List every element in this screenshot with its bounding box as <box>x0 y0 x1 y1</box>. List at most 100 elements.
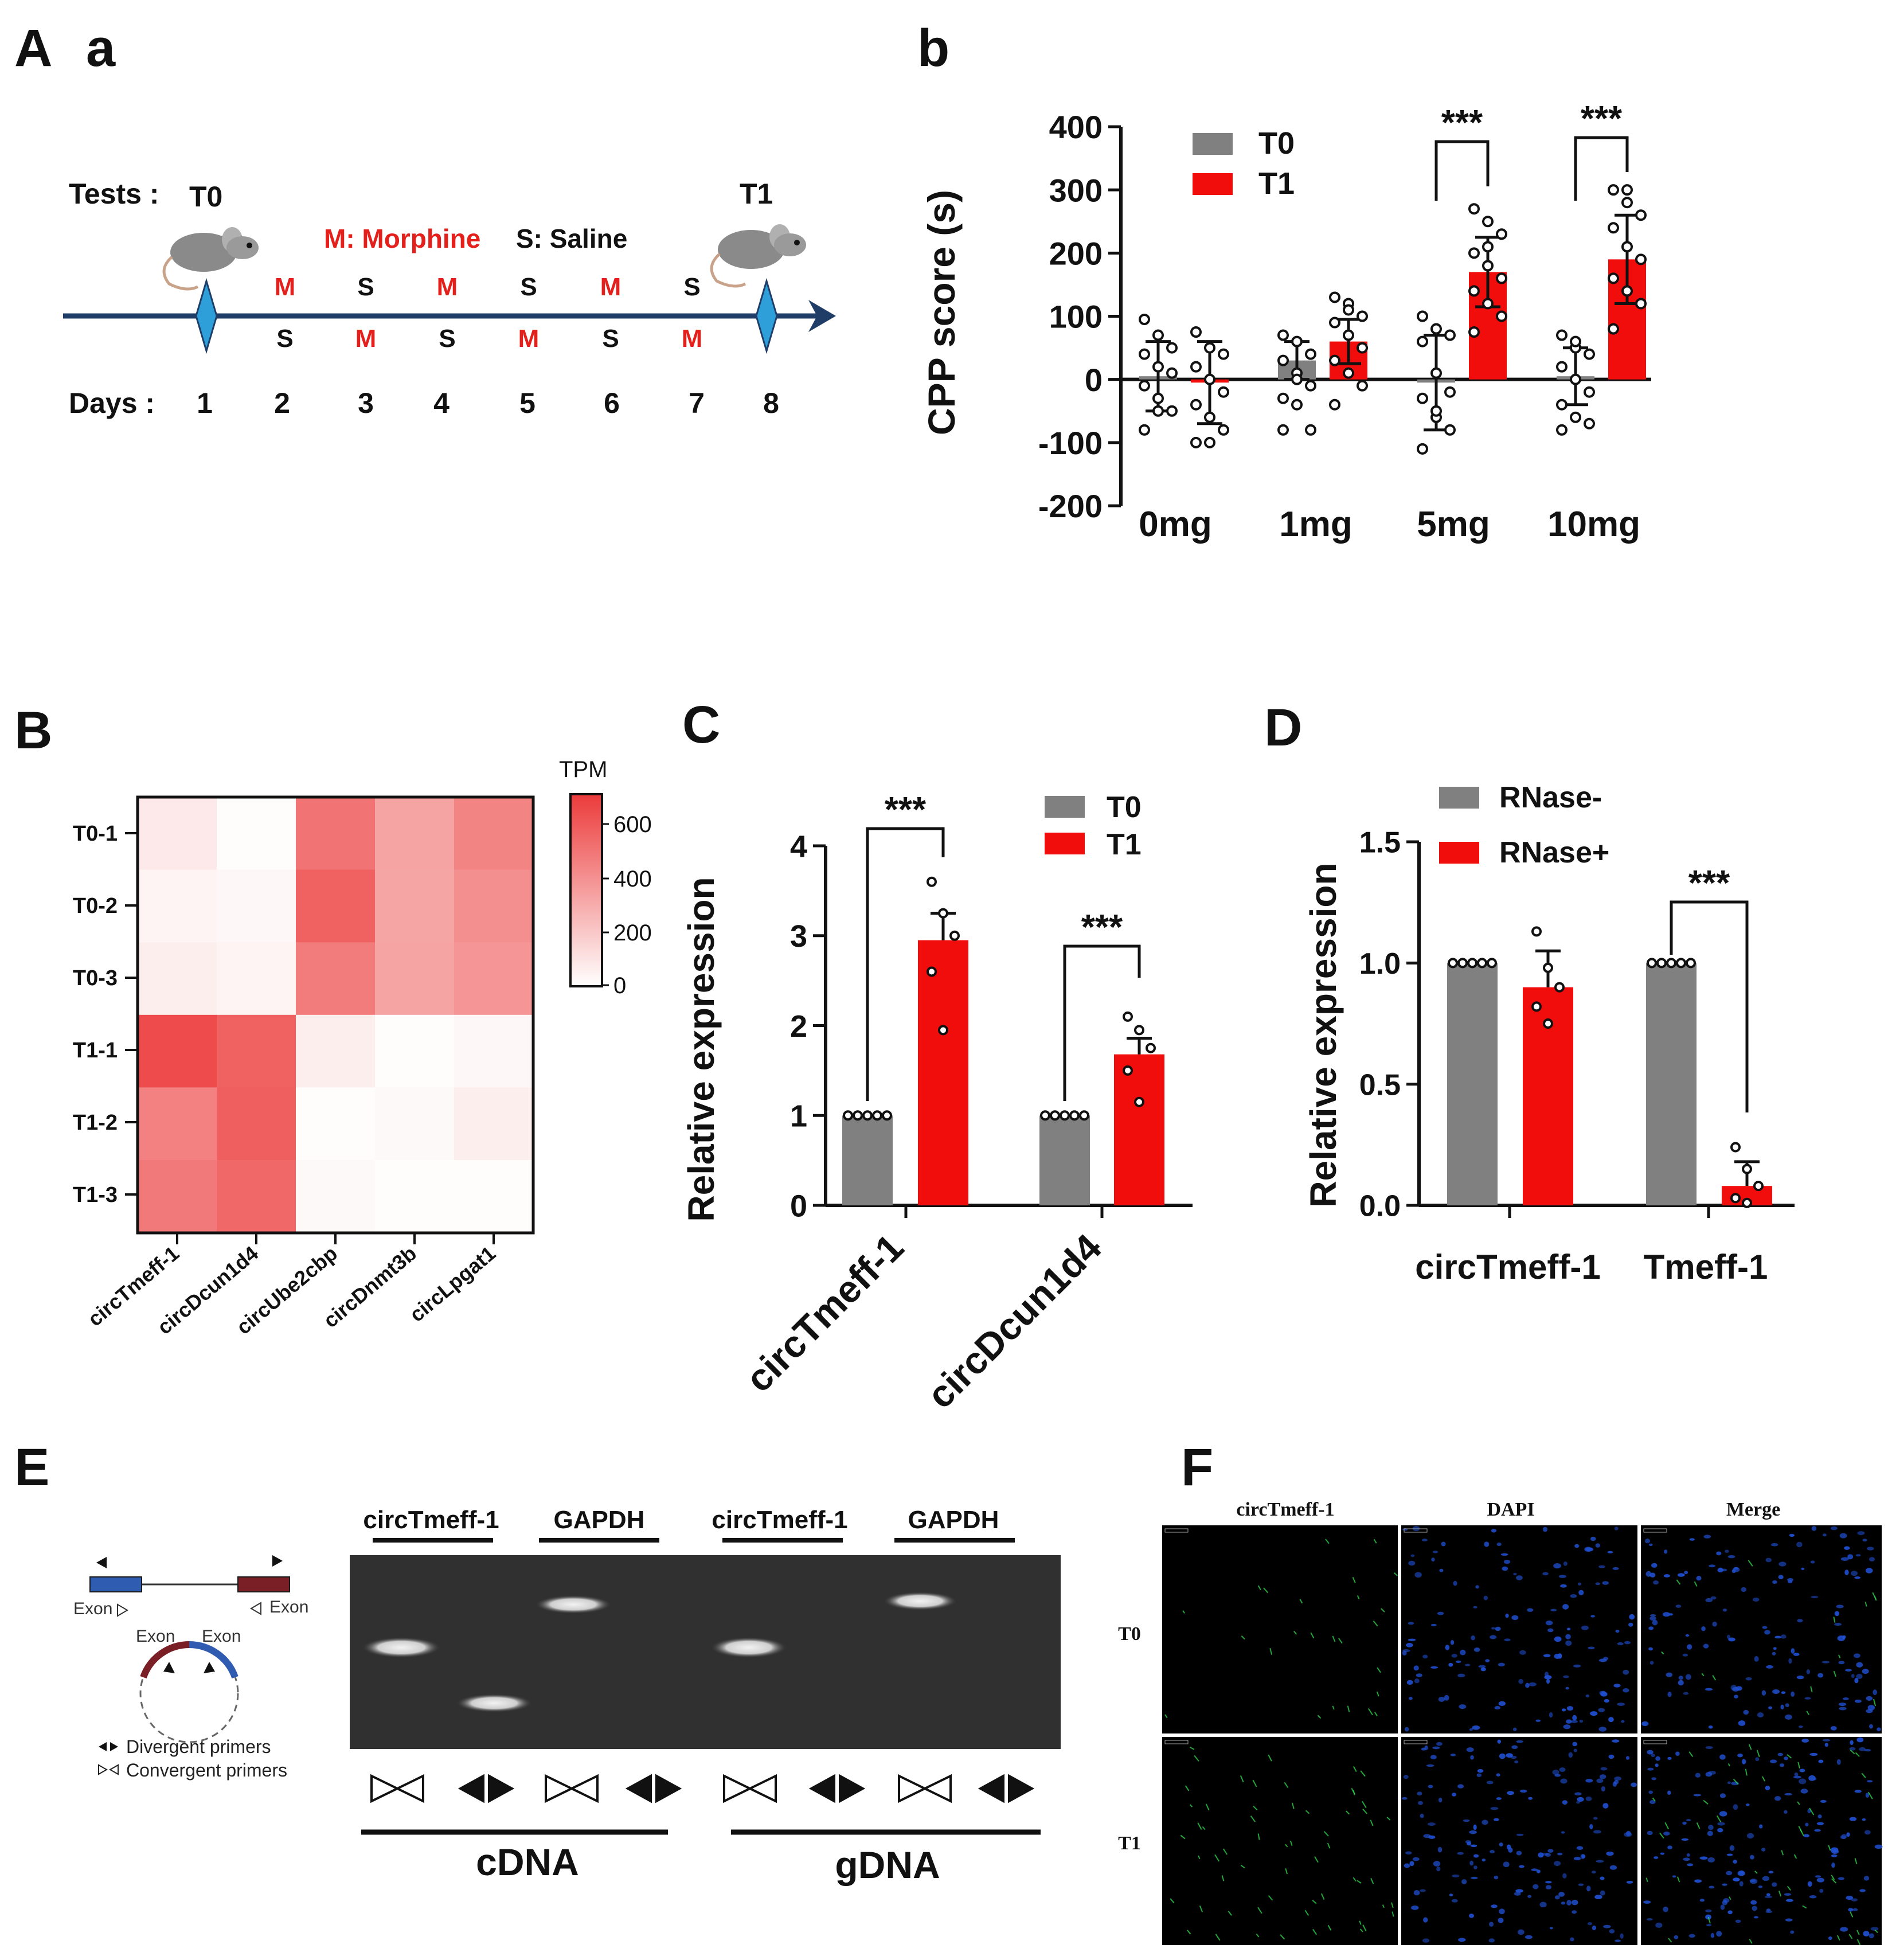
signal-dot <box>1325 1539 1330 1544</box>
nucleus-dot <box>1793 1775 1801 1779</box>
scale-title: TPM <box>559 757 607 782</box>
data-point <box>1444 386 1456 398</box>
signal-dot <box>1781 1850 1784 1856</box>
heatmap-cell <box>296 1014 376 1088</box>
data-point <box>1190 399 1202 411</box>
nucleus-dot <box>1753 1916 1758 1919</box>
signal-dot <box>1701 1673 1705 1677</box>
data-point <box>1584 386 1595 398</box>
nucleus-dot <box>1404 1863 1410 1868</box>
nucleus-dot <box>1422 1938 1430 1943</box>
data-point <box>1305 424 1316 436</box>
legend-swatch-rnase-plus <box>1439 842 1479 864</box>
nucleus-dot <box>1456 1660 1461 1664</box>
heatmap-cell <box>217 869 296 943</box>
nucleus-dot <box>1542 1526 1548 1532</box>
nucleus-dot <box>1822 1739 1831 1742</box>
signal-dot <box>1391 1902 1394 1908</box>
nucleus-dot <box>1685 1634 1690 1637</box>
nucleus-dot <box>1754 1656 1759 1662</box>
nucleus-dot <box>1402 1649 1410 1653</box>
nucleus-dot <box>1750 1854 1754 1860</box>
signal-dot <box>1252 1779 1257 1787</box>
nucleus-dot <box>1573 1856 1581 1861</box>
nucleus-dot <box>1687 1863 1694 1867</box>
data-point <box>1357 310 1368 322</box>
nucleus-dot <box>1422 1654 1428 1659</box>
data-point <box>853 1110 863 1121</box>
signal-dot <box>1838 1654 1841 1658</box>
signal-dot <box>1727 1763 1730 1767</box>
day-number: 8 <box>763 387 779 419</box>
nucleus-dot <box>1577 1797 1584 1802</box>
nucleus-dot <box>1737 1753 1743 1758</box>
data-point <box>1608 222 1619 234</box>
nucleus-dot <box>1614 1777 1621 1781</box>
nucleus-dot <box>1590 1536 1596 1541</box>
heatmap-cell <box>375 942 455 1016</box>
nucleus-dot <box>1596 1860 1604 1863</box>
nucleus-dot <box>1822 1533 1827 1537</box>
schedule-bottom: S <box>602 325 619 353</box>
nucleus-dot <box>1516 1850 1522 1856</box>
nucleus-dot <box>1667 1756 1672 1760</box>
signal-dot <box>1353 1877 1357 1882</box>
nucleus-dot <box>1561 1831 1565 1834</box>
data-point <box>1570 373 1581 385</box>
nucleus-dot <box>1761 1690 1766 1696</box>
y-tick-label: 0 <box>790 1189 807 1223</box>
data-point <box>1543 1018 1553 1029</box>
nucleus-dot <box>1646 1918 1653 1921</box>
signal-dot <box>1347 1705 1350 1712</box>
nucleus-dot <box>1464 1664 1471 1666</box>
nucleus-dot <box>1761 1848 1766 1852</box>
signal-dot <box>1185 1785 1190 1791</box>
nucleus-dot <box>1496 1797 1502 1800</box>
nucleus-dot <box>1421 1539 1428 1542</box>
nucleus-dot <box>1437 1611 1444 1615</box>
data-point <box>1608 323 1619 335</box>
nucleus-dot <box>1821 1661 1830 1664</box>
nucleus-dot <box>1778 1561 1787 1567</box>
data-point <box>1357 380 1368 392</box>
days-label: Days : <box>69 387 155 419</box>
nucleus-dot <box>1728 1637 1735 1642</box>
nucleus-dot <box>1598 1708 1605 1712</box>
nucleus-dot <box>1689 1538 1695 1541</box>
nucleus-dot <box>1793 1653 1800 1656</box>
signal-dot <box>1352 1577 1356 1583</box>
nucleus-dot <box>1593 1817 1598 1820</box>
signal-dot <box>1257 1907 1262 1914</box>
nucleus-dot <box>1785 1714 1792 1720</box>
data-point <box>1139 348 1150 360</box>
signal-dot <box>1312 1900 1317 1904</box>
nucleus-dot <box>1764 1630 1770 1635</box>
nucleus-dot <box>1856 1662 1863 1668</box>
nucleus-dot <box>1820 1799 1827 1803</box>
nucleus-dot <box>1705 1914 1711 1920</box>
nucleus-dot <box>1708 1825 1714 1830</box>
nucleus-dot <box>1684 1571 1688 1575</box>
nucleus-dot <box>1427 1822 1436 1826</box>
nucleus-dot <box>1608 1717 1614 1723</box>
nucleus-dot <box>1542 1572 1549 1576</box>
schedule-top: S <box>520 273 537 301</box>
nucleus-dot <box>1496 1773 1500 1777</box>
nucleus-dot <box>1503 1560 1511 1564</box>
data-point <box>1753 1181 1764 1192</box>
nucleus-dot <box>1840 1927 1848 1932</box>
nucleus-dot <box>1758 1885 1763 1888</box>
nucleus-dot <box>1849 1817 1857 1821</box>
nucleus-dot <box>1667 1692 1672 1697</box>
nucleus-dot <box>1719 1754 1726 1760</box>
nucleus-dot <box>1516 1740 1523 1743</box>
nucleus-dot <box>1553 1861 1561 1867</box>
primer-arrow-icon <box>163 1662 175 1673</box>
scale-tick: 0 <box>613 973 626 998</box>
nucleus-dot <box>1752 1906 1757 1911</box>
nucleus-dot <box>1762 1626 1768 1629</box>
data-point <box>1357 342 1368 354</box>
nucleus-dot <box>1473 1824 1477 1830</box>
nucleus-dot <box>1585 1796 1592 1801</box>
nucleus-dot <box>1807 1881 1812 1887</box>
